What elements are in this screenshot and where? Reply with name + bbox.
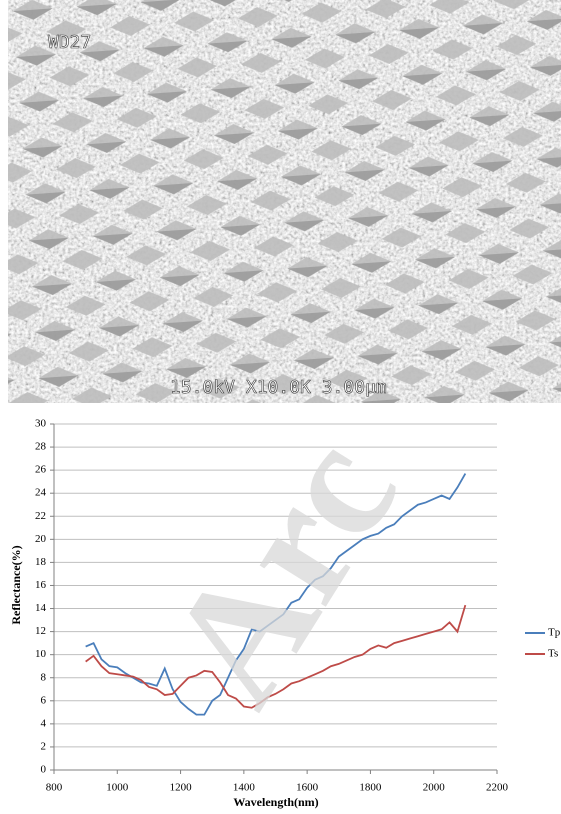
x-tick-label: 2000 (423, 782, 446, 794)
y-axis-label: Reflectance(%) (9, 545, 23, 624)
y-tick-label: 6 (41, 694, 47, 706)
y-tick-label: 18 (35, 556, 47, 568)
y-tick-label: 4 (41, 717, 47, 729)
y-tick-label: 16 (35, 579, 47, 591)
y-tick-label: 8 (41, 671, 47, 683)
y-tick-label: 2 (41, 740, 47, 752)
x-tick-label: 2200 (486, 782, 509, 794)
watermark: Arc (130, 405, 433, 734)
y-tick-label: 20 (35, 533, 47, 545)
x-tick-label: 1600 (296, 782, 319, 794)
sem-label: WD27 (48, 32, 91, 53)
y-tick-label: 0 (41, 764, 47, 776)
sem-scale-label: 15.0kV X10.0K 3.00μm (170, 377, 387, 398)
y-tick-label: 26 (35, 464, 47, 476)
sem-image: WD27 15.0kV X10.0K 3.00μm (8, 0, 561, 403)
y-tick-label: 14 (35, 602, 47, 614)
x-tick-label: 800 (46, 782, 63, 794)
series-line (85, 604, 467, 709)
y-tick-label: 24 (35, 487, 47, 499)
x-axis-label: Wavelength(nm) (233, 795, 318, 809)
y-tick-label: 10 (35, 648, 47, 660)
legend-label: Tp (548, 627, 561, 639)
y-tick-label: 28 (35, 441, 47, 453)
legend-label: Ts (548, 648, 558, 660)
y-tick-label: 12 (35, 625, 46, 637)
y-tick-label: 22 (35, 510, 46, 522)
x-tick-label: 1800 (359, 782, 382, 794)
x-tick-label: 1200 (170, 782, 193, 794)
series-line (85, 473, 467, 716)
x-tick-label: 1000 (106, 782, 129, 794)
y-tick-label: 30 (35, 418, 47, 430)
x-tick-label: 1400 (233, 782, 256, 794)
